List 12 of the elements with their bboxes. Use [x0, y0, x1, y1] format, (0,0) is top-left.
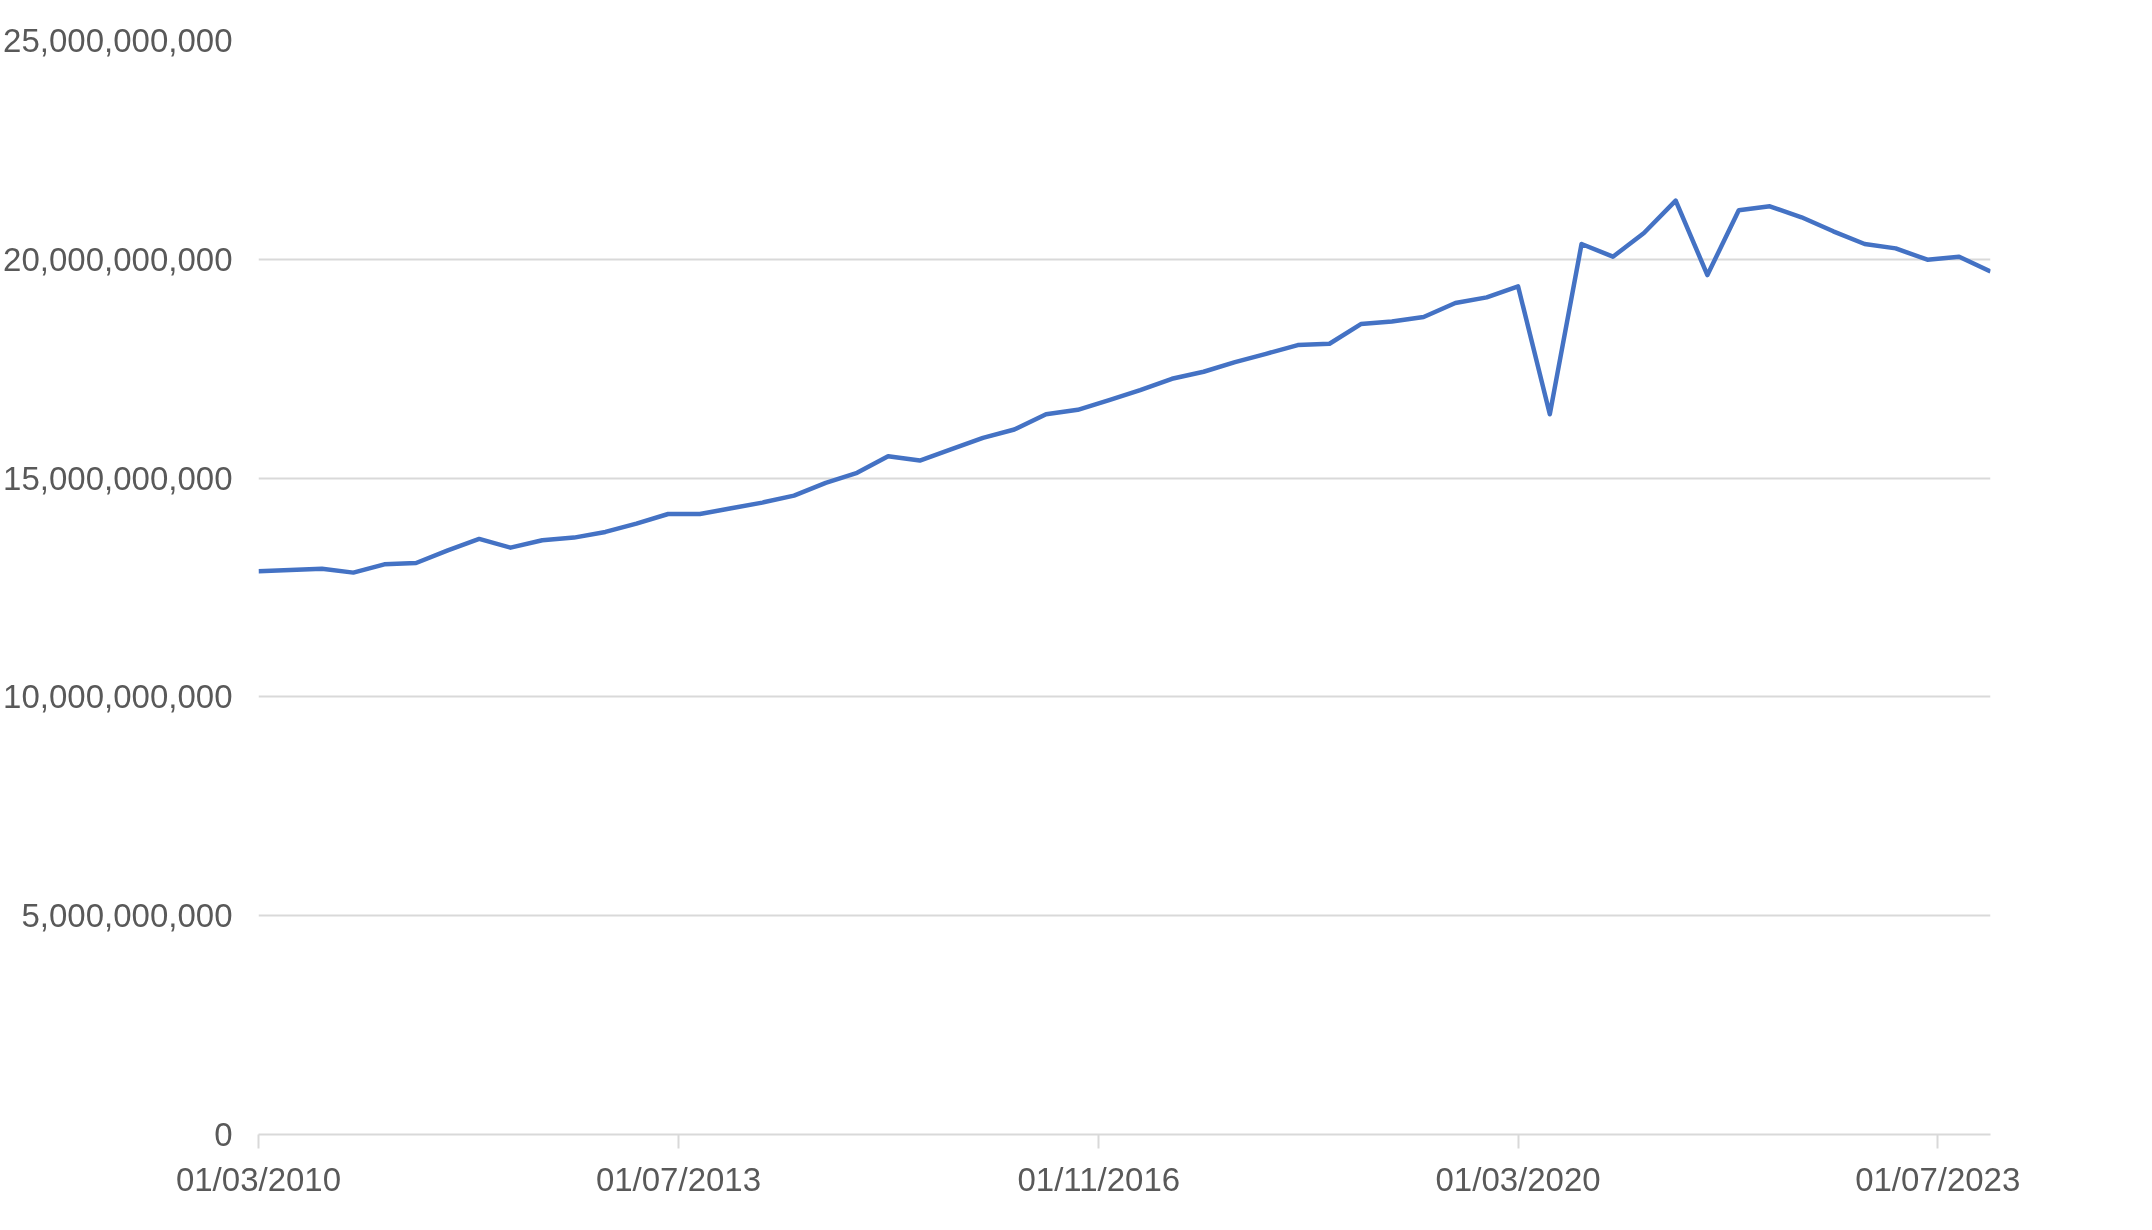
y-tick-label: 0 — [214, 1116, 233, 1153]
y-tick-label: 25,000,000,000 — [3, 22, 233, 59]
y-tick-label: 5,000,000,000 — [21, 897, 233, 935]
y-tick-label: 20,000,000,000 — [3, 240, 233, 278]
y-tick-label: 10,000,000,000 — [3, 678, 233, 716]
x-tick-label: 01/11/2016 — [1017, 1160, 1181, 1198]
x-tick-label: 01/03/2020 — [1435, 1160, 1601, 1198]
y-tick-label: 15,000,000,000 — [3, 459, 233, 497]
line-series — [258, 198, 1991, 575]
x-tick-label: 01/07/2023 — [1855, 1160, 2021, 1198]
x-tick-label: 01/07/2013 — [595, 1160, 762, 1198]
x-tick-label: 01/03/2010 — [175, 1160, 342, 1198]
